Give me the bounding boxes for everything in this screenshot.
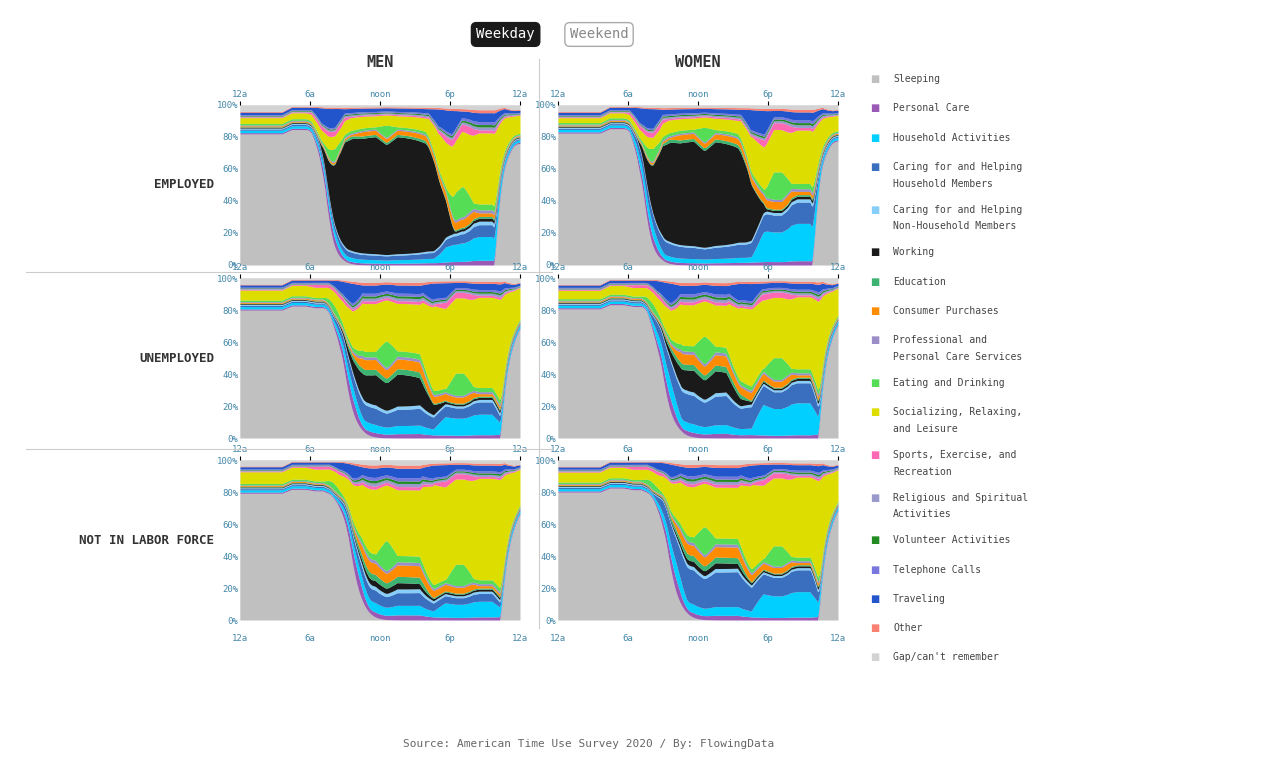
Text: Working: Working — [893, 247, 934, 257]
Text: ■: ■ — [870, 594, 879, 604]
Text: ■: ■ — [870, 162, 879, 172]
Text: ■: ■ — [870, 378, 879, 388]
Text: Caring for and Helping: Caring for and Helping — [893, 162, 1023, 172]
Text: and Leisure: and Leisure — [893, 424, 957, 434]
Text: noon: noon — [687, 633, 709, 643]
Text: ■: ■ — [870, 652, 879, 662]
Text: 6a: 6a — [305, 633, 315, 643]
Text: ■: ■ — [870, 565, 879, 574]
Text: Religious and Spiritual: Religious and Spiritual — [893, 493, 1028, 502]
Text: Other: Other — [893, 623, 923, 633]
Text: ■: ■ — [870, 450, 879, 460]
Text: 12a: 12a — [550, 633, 566, 643]
Text: EMPLOYED: EMPLOYED — [155, 178, 215, 192]
Text: Personal Care: Personal Care — [893, 103, 969, 113]
Text: noon: noon — [369, 633, 390, 643]
Text: ■: ■ — [870, 247, 879, 257]
Text: Household Members: Household Members — [893, 178, 993, 188]
Text: ■: ■ — [870, 335, 879, 345]
Text: Personal Care Services: Personal Care Services — [893, 352, 1023, 362]
Text: ■: ■ — [870, 133, 879, 142]
Text: Source: American Time Use Survey 2020 / By: FlowingData: Source: American Time Use Survey 2020 / … — [403, 739, 774, 749]
Text: ■: ■ — [870, 205, 879, 214]
Text: Weekend: Weekend — [570, 28, 628, 41]
Text: 6a: 6a — [622, 633, 634, 643]
Text: 12a: 12a — [512, 633, 529, 643]
Text: ■: ■ — [870, 103, 879, 113]
Text: Caring for and Helping: Caring for and Helping — [893, 205, 1023, 214]
Text: ■: ■ — [870, 535, 879, 545]
Text: WOMEN: WOMEN — [675, 55, 721, 70]
Text: UNEMPLOYED: UNEMPLOYED — [140, 352, 215, 365]
Text: Gap/can't remember: Gap/can't remember — [893, 652, 998, 662]
Text: Volunteer Activities: Volunteer Activities — [893, 535, 1010, 545]
Text: 12a: 12a — [829, 633, 846, 643]
Text: Weekday: Weekday — [476, 28, 535, 41]
Text: Professional and: Professional and — [893, 335, 987, 345]
Text: ■: ■ — [870, 407, 879, 417]
Text: NOT IN LABOR FORCE: NOT IN LABOR FORCE — [79, 533, 215, 546]
Text: Sports, Exercise, and: Sports, Exercise, and — [893, 450, 1016, 460]
Text: ■: ■ — [870, 277, 879, 286]
Text: MEN: MEN — [366, 55, 394, 70]
Text: ■: ■ — [870, 74, 879, 84]
Text: Consumer Purchases: Consumer Purchases — [893, 306, 998, 316]
Text: 6p: 6p — [444, 633, 456, 643]
Text: ■: ■ — [870, 306, 879, 316]
Text: Sleeping: Sleeping — [893, 74, 940, 84]
Text: Eating and Drinking: Eating and Drinking — [893, 378, 1005, 388]
Text: Traveling: Traveling — [893, 594, 946, 604]
Text: Education: Education — [893, 277, 946, 286]
Text: Telephone Calls: Telephone Calls — [893, 565, 982, 574]
Text: 6p: 6p — [763, 633, 773, 643]
Text: Recreation: Recreation — [893, 466, 952, 476]
Text: Non-Household Members: Non-Household Members — [893, 221, 1016, 231]
Text: Activities: Activities — [893, 509, 952, 519]
Text: Socializing, Relaxing,: Socializing, Relaxing, — [893, 407, 1023, 417]
Text: Household Activities: Household Activities — [893, 133, 1010, 142]
Text: ■: ■ — [870, 623, 879, 633]
Text: ■: ■ — [870, 493, 879, 502]
Text: 12a: 12a — [232, 633, 248, 643]
